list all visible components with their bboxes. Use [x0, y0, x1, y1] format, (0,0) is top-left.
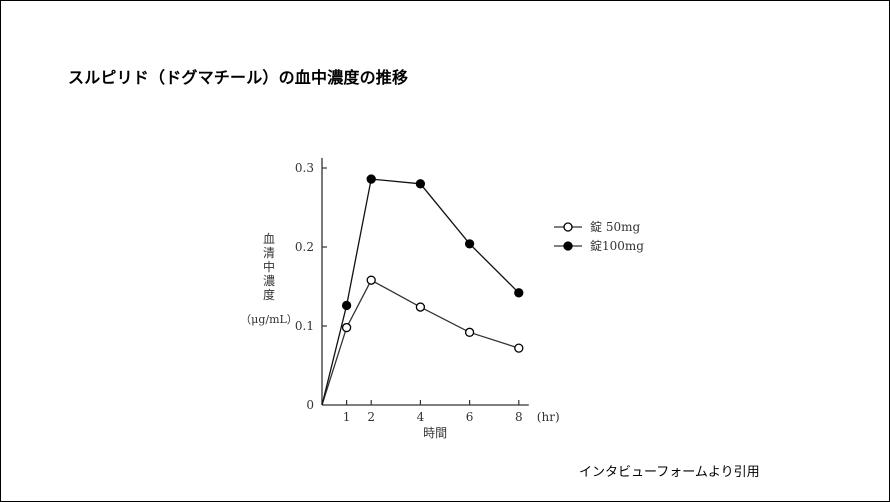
chart-series: [321, 174, 524, 406]
source-note: インタビューフォームより引用: [579, 465, 760, 480]
data-point: [464, 327, 475, 337]
y-axis-label-char: 血: [263, 232, 275, 246]
slide-title: スルピリド（ドグマチール）の血中濃度の推移: [68, 68, 409, 87]
x-tick-label: 6: [466, 410, 474, 424]
x-unit-label: (hr): [537, 410, 560, 424]
x-tick-label: 4: [417, 410, 425, 424]
y-axis-label-char: 度: [263, 287, 275, 302]
data-point: [514, 288, 524, 298]
series-line: [321, 178, 520, 406]
data-point: [366, 174, 376, 184]
y-axis-label-char: 清: [263, 246, 275, 260]
data-point: [415, 302, 426, 312]
y-tick-label: 0.1: [295, 319, 314, 333]
y-tick-label: 0: [306, 398, 314, 412]
x-tick-label: 8: [515, 410, 523, 424]
data-point: [366, 275, 376, 285]
chart-ticks: 0 0.1 0.2 0.3 1 2 4 6 8 (hr): [295, 161, 560, 424]
legend-label: 錠 50mg: [590, 219, 640, 234]
data-point: [415, 179, 426, 189]
y-axis-label-char: 濃: [263, 274, 275, 288]
legend-marker: [563, 241, 573, 251]
chart-legend: 錠 50mg 錠100mg: [554, 219, 644, 253]
x-tick-label: 2: [367, 410, 375, 424]
y-axis-label-char: 中: [263, 259, 275, 274]
x-tick-label: 1: [343, 410, 351, 424]
y-tick-label: 0.2: [295, 240, 314, 254]
y-axis-unit-label: （μg/mL）: [240, 313, 298, 326]
data-point: [464, 239, 475, 249]
x-axis-label: 時間: [423, 426, 447, 440]
legend-marker: [563, 222, 573, 232]
series-line: [321, 279, 519, 406]
data-point: [341, 300, 352, 311]
data-point: [514, 343, 524, 353]
y-tick-label: 0.3: [295, 161, 314, 175]
chart-axes: [321, 158, 529, 406]
legend-label: 錠100mg: [590, 238, 644, 253]
data-point: [341, 322, 352, 333]
